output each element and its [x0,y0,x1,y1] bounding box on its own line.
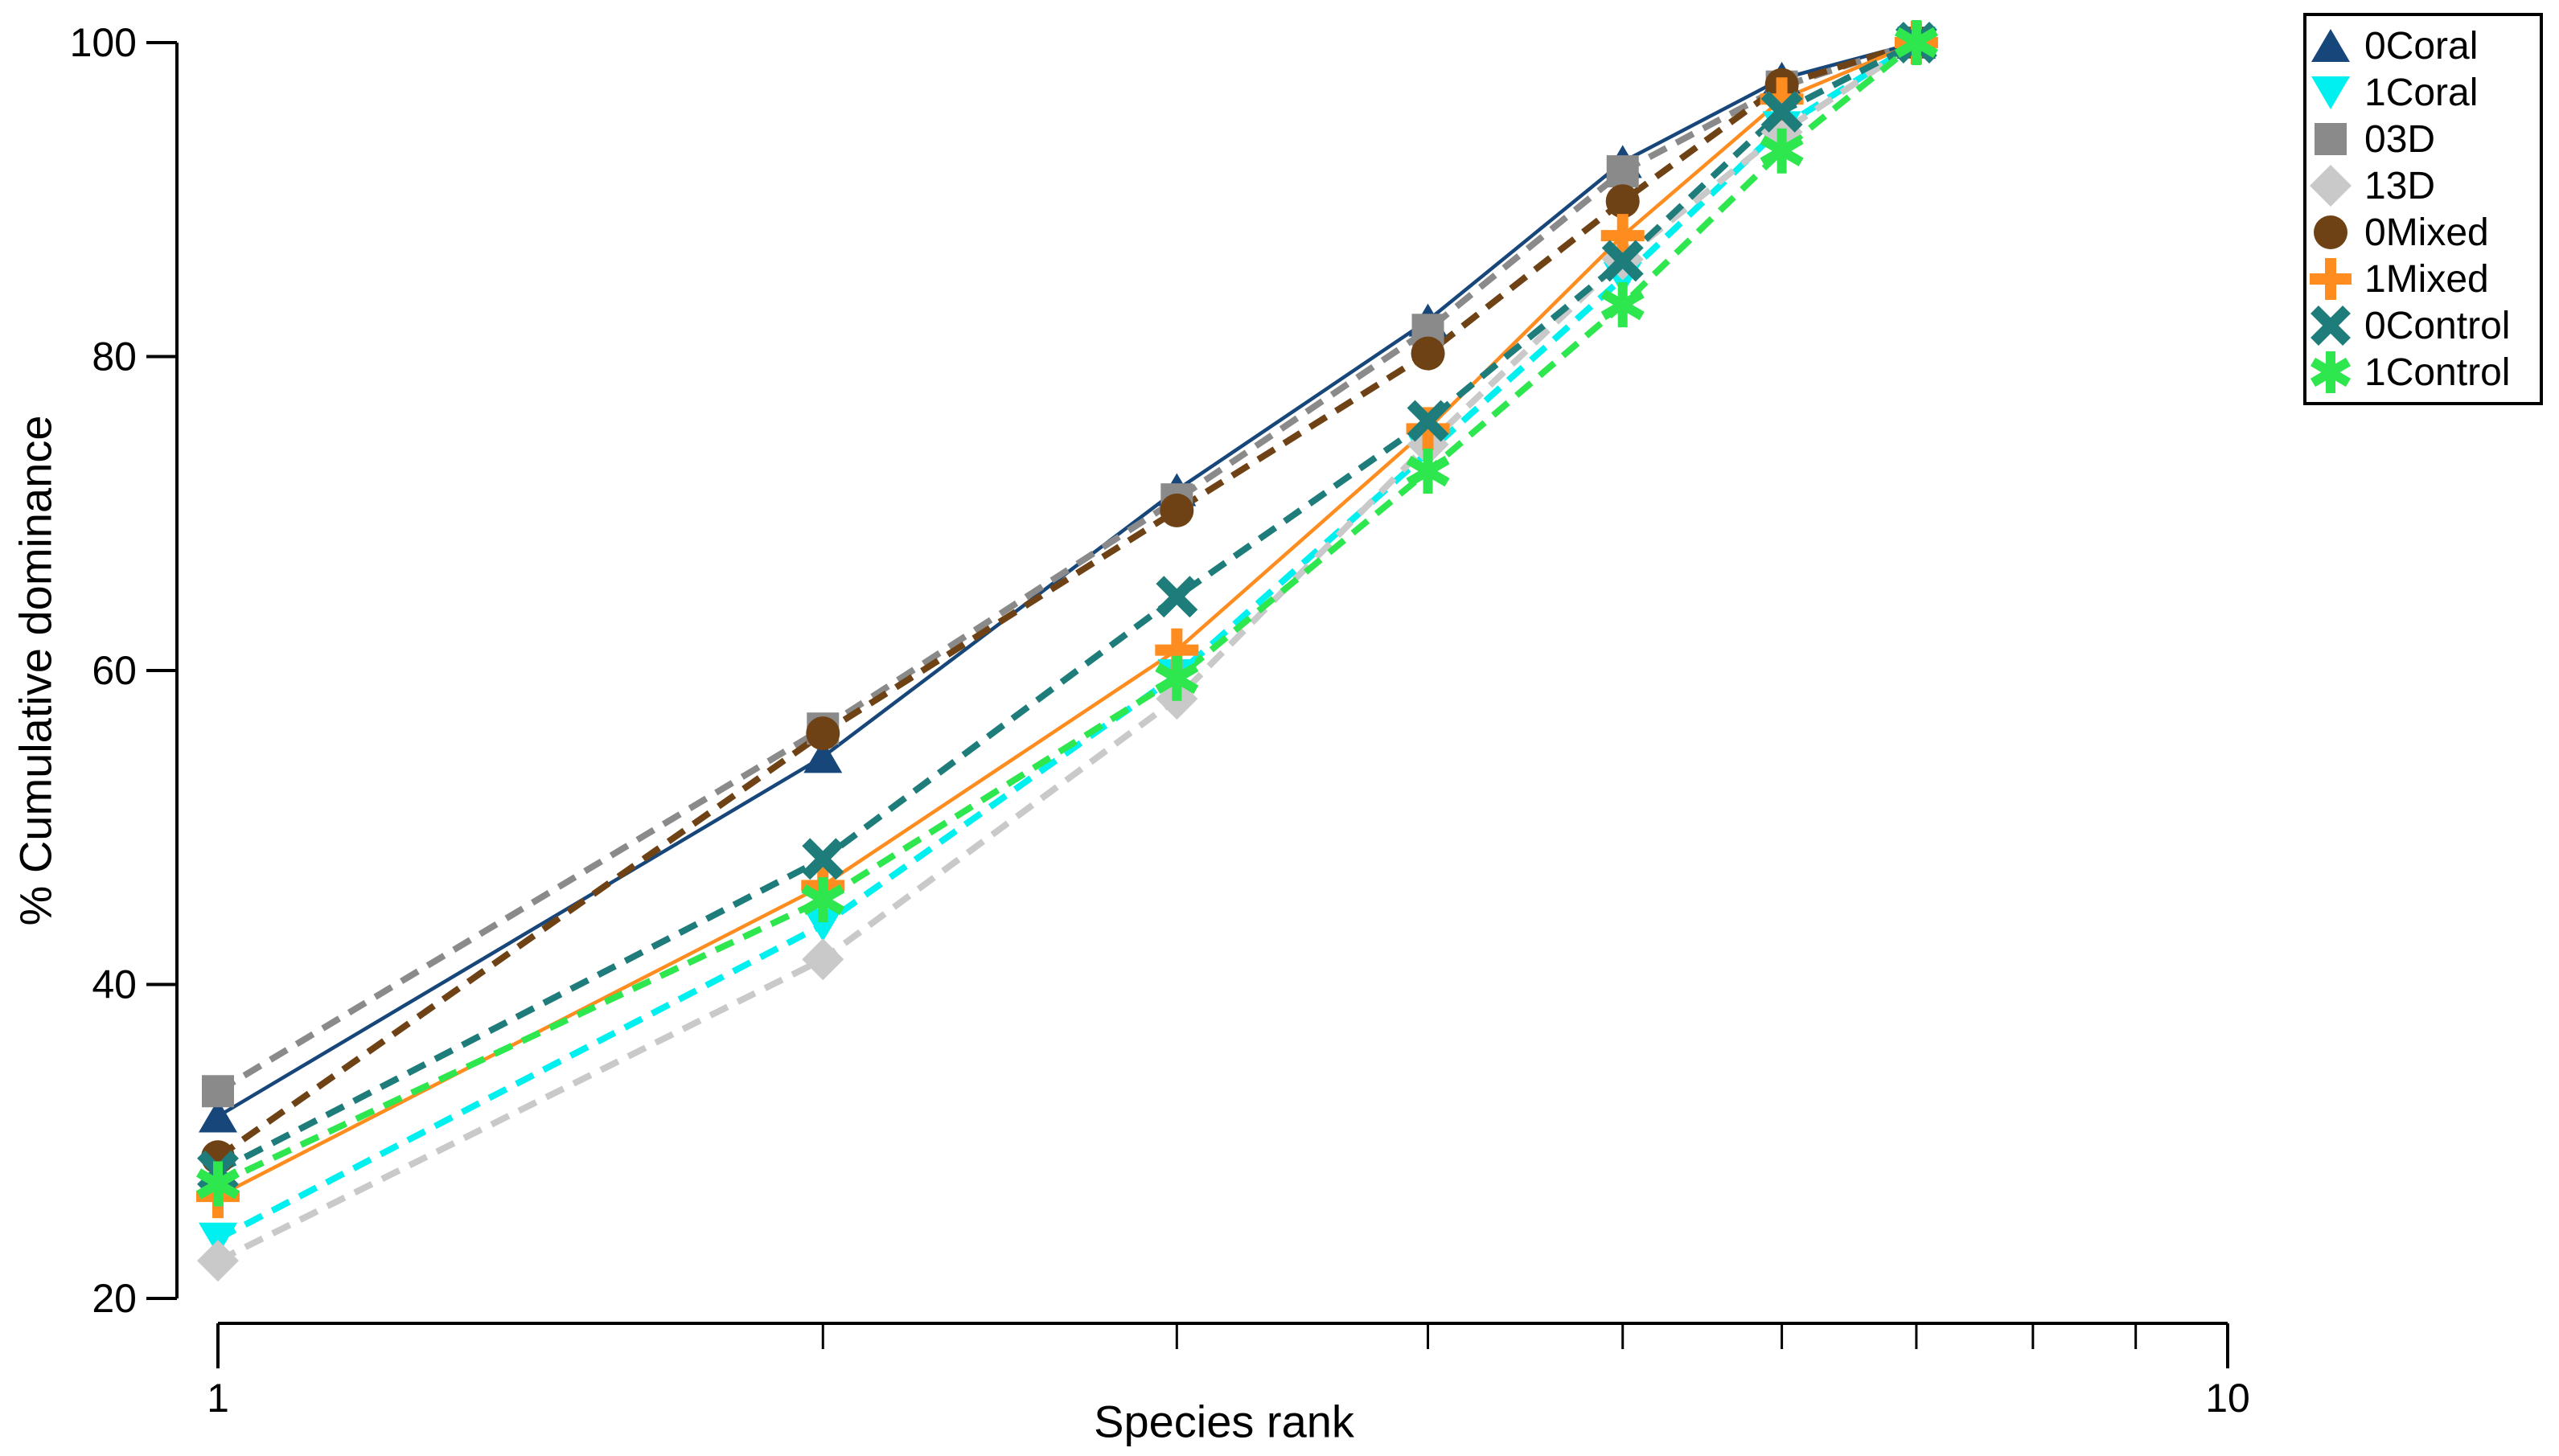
series-0Control-marker-rank6 [1760,90,1803,133]
series-1Mixed-marker-rank5 [1600,214,1645,258]
series-1Control-marker-rank5 [1600,282,1645,328]
series-0Control-marker-rank4 [1407,400,1449,442]
legend-label: 13D [2364,164,2436,207]
legend-label: 03D [2364,117,2436,161]
legend-label: 1Mixed [2364,257,2489,301]
triangle-up-icon [2311,29,2350,62]
series-13D-line [216,39,1919,1264]
series-0Control-marker-rank5 [1601,240,1644,282]
series-lines [216,39,1919,1264]
series-0Mixed-marker-rank4 [1411,336,1445,371]
series-1Control-line [216,39,1919,1187]
diamond-icon [2310,165,2352,207]
series-markers [195,20,1938,1282]
series-1Control-marker-rank4 [1406,449,1450,494]
y-tick-label: 60 [92,648,137,693]
y-tick-label: 20 [92,1276,137,1321]
series-1Coral-marker-rank1 [199,1222,237,1256]
triangle-down-icon [2311,76,2350,109]
legend-item-03D: 03D [2306,117,2540,162]
asterisk-icon [2310,351,2352,393]
legend-item-0Control: 0Control [2306,303,2540,349]
legend-item-0Coral: 0Coral [2306,23,2540,69]
series-0Mixed-marker-rank2 [806,716,840,751]
series-0Control-marker-rank3 [1156,576,1198,618]
series-03D-line [216,39,1918,1094]
series-0Control-line [216,39,1918,1175]
x-axis-label: Species rank [1094,1396,1354,1447]
y-tick-label: 40 [92,962,137,1007]
legend-item-13D: 13D [2306,163,2540,209]
circle-icon [2314,215,2347,249]
series-1Mixed-line [216,40,1917,1199]
x-tick-label: 1 [207,1376,229,1421]
square-icon [2315,123,2347,155]
series-03D-marker-rank1 [202,1075,234,1108]
series-13D-marker-rank2 [802,938,844,981]
series-0Coral-marker-rank2 [803,740,843,773]
series-0Coral-marker-rank1 [199,1099,237,1133]
series-1Control-marker-rank6 [1760,128,1804,174]
y-tick-label: 100 [70,20,137,65]
y-tick-label: 80 [92,334,137,379]
legend-item-0Mixed: 0Mixed [2306,210,2540,256]
legend-label: 0Mixed [2364,211,2489,254]
legend-item-1Coral: 1Coral [2306,70,2540,116]
series-1Control-marker-rank2 [801,877,845,923]
plus-icon [2310,258,2352,300]
series-1Coral-marker-rank2 [803,908,843,942]
series-13D-marker-rank1 [197,1240,239,1282]
legend-label: 0Coral [2364,24,2479,68]
axes: 100 80 60 40 20 1 10 [70,20,2250,1421]
series-0Control-marker-rank2 [802,838,844,880]
y-axis-label: % Cumulative dominance [10,415,61,926]
series-1Control-marker-rank1 [195,1161,240,1207]
legend-label: 0Control [2364,304,2511,347]
legend: 0Coral 1Coral 03D 13D 0Mixed 1Mixed 0Control 1C… [2303,13,2543,405]
series-1Control-marker-rank7 [1894,20,1938,65]
series-0Mixed-marker-rank3 [1160,493,1194,527]
series-0Mixed-marker-rank5 [1605,184,1640,219]
legend-label: 1Control [2364,351,2511,394]
legend-item-1Control: 1Control [2306,350,2540,396]
series-03D-marker-rank5 [1606,155,1639,188]
x-tick-label: 10 [2205,1376,2250,1421]
legend-item-1Mixed: 1Mixed [2306,256,2540,302]
series-0Mixed-line [216,39,1918,1160]
legend-label: 1Coral [2364,71,2479,114]
x-icon [2310,306,2351,346]
series-1Coral-line [216,39,1919,1242]
series-1Control-marker-rank3 [1155,655,1199,701]
